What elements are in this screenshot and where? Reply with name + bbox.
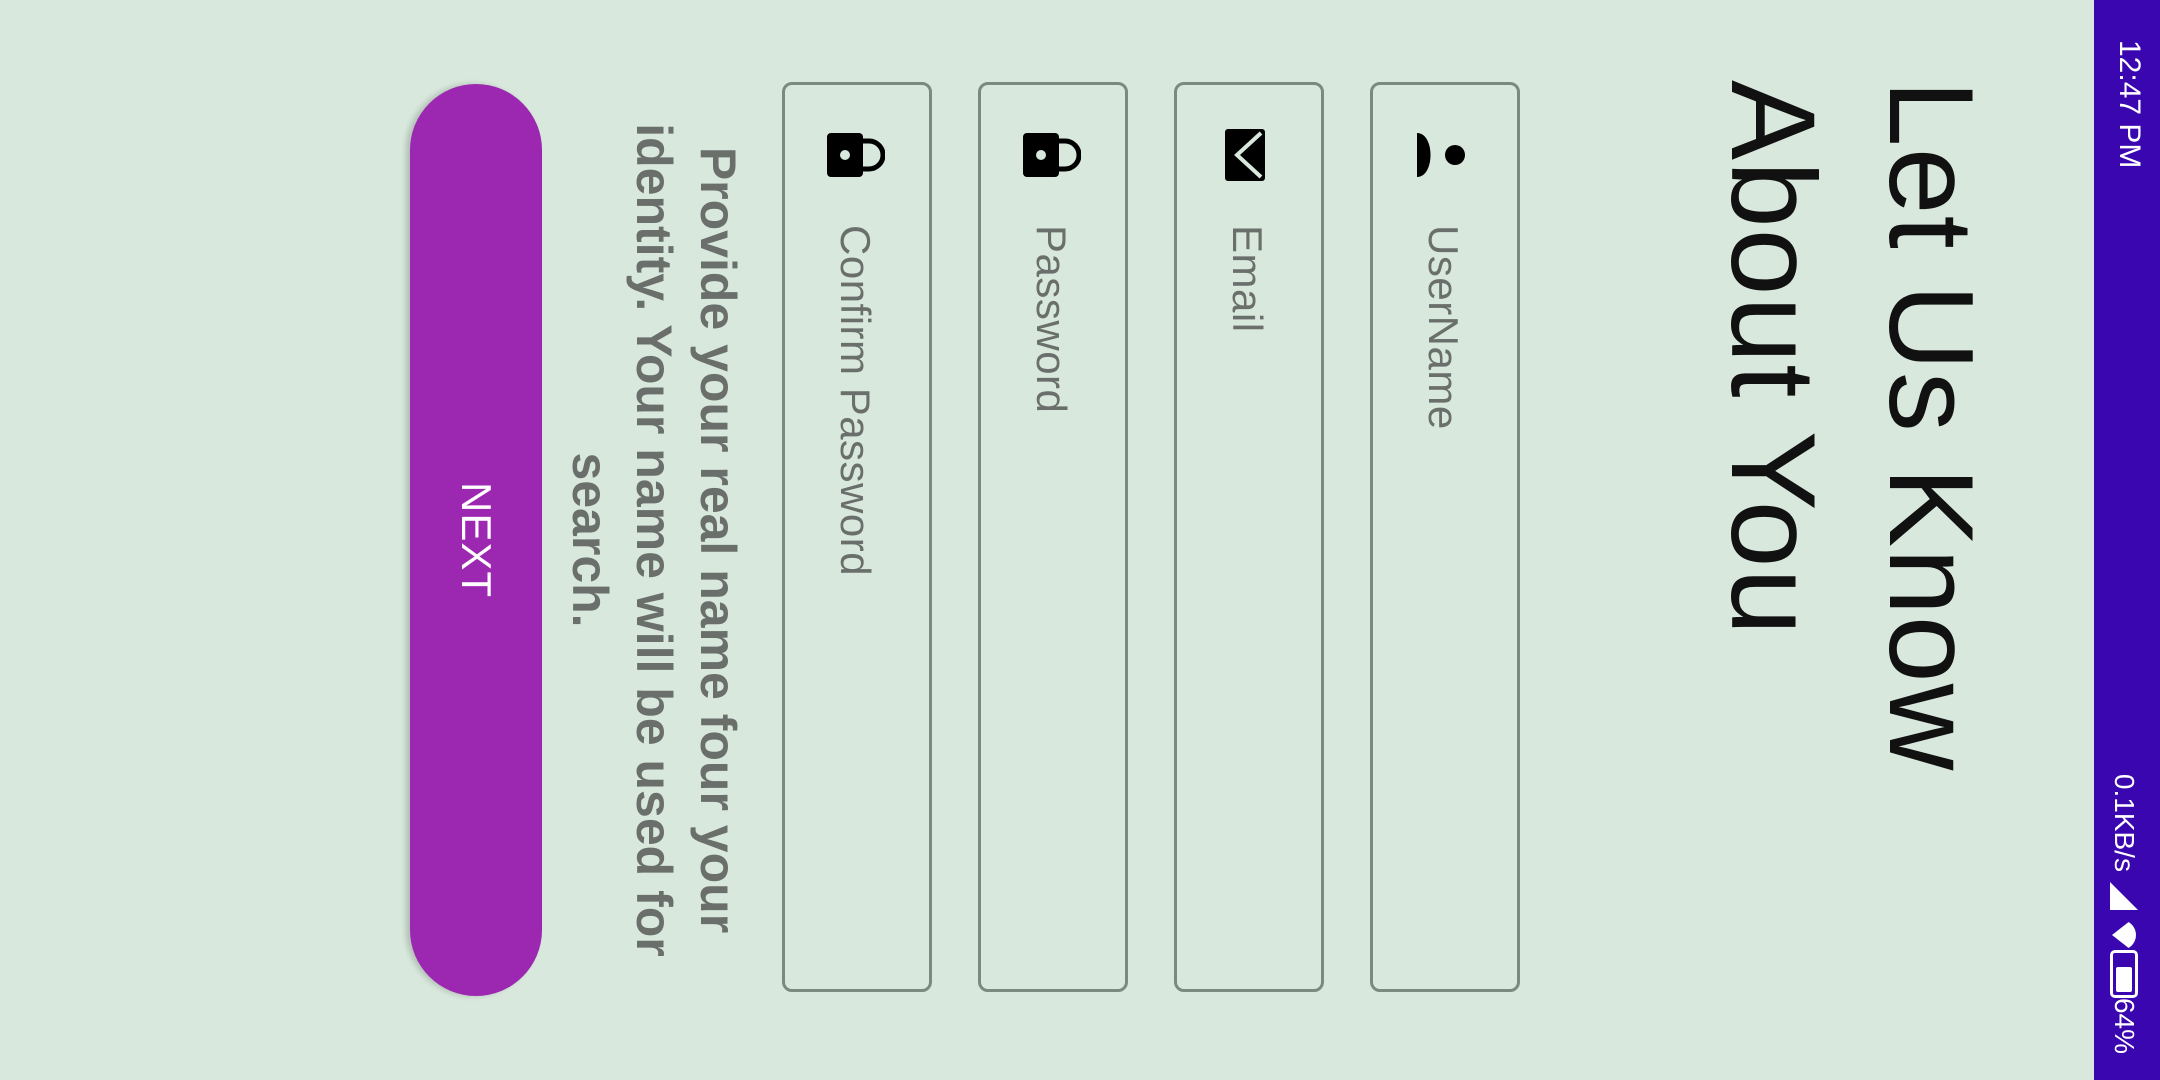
net-speed: 0.1KB/s: [2109, 773, 2140, 872]
email-icon: [1225, 129, 1265, 181]
next-button[interactable]: NEXT: [410, 84, 542, 996]
password-label: Password: [1028, 225, 1075, 414]
person-icon: [1417, 133, 1465, 177]
lock-icon: [1023, 133, 1081, 177]
page-title: Let Us Know About You: [1706, 80, 1998, 772]
confirm-password-field[interactable]: Confirm Password: [782, 82, 932, 992]
wifi-icon: [2112, 920, 2136, 950]
status-indicators: 0.1KB/s 64%: [2100, 774, 2148, 1054]
username-field[interactable]: UserName: [1370, 82, 1520, 992]
email-label: Email: [1224, 225, 1271, 333]
password-field[interactable]: Password: [978, 82, 1128, 992]
username-label: UserName: [1420, 225, 1467, 430]
lock-icon: [827, 133, 885, 177]
status-bar: 12:47 PM 0.1KB/s 64%: [2094, 0, 2160, 1080]
status-time: 12:47 PM: [2113, 40, 2146, 169]
signal-icon: [2110, 881, 2138, 910]
battery-icon: [2110, 949, 2138, 998]
battery-level: 64%: [2109, 997, 2140, 1054]
description-text: Provide your real name four your identit…: [562, 123, 746, 957]
email-field[interactable]: Email: [1174, 82, 1324, 992]
confirm-password-label: Confirm Password: [832, 225, 879, 577]
